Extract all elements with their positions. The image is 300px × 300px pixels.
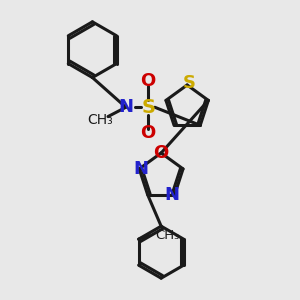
Text: CH₃: CH₃ xyxy=(87,113,113,127)
Text: O: O xyxy=(154,144,169,162)
Text: O: O xyxy=(140,72,156,90)
Text: S: S xyxy=(182,74,196,92)
Text: S: S xyxy=(141,98,155,117)
Text: N: N xyxy=(118,98,134,116)
Text: N: N xyxy=(134,160,148,178)
Text: N: N xyxy=(165,186,180,204)
Text: O: O xyxy=(140,124,156,142)
Text: CH₃: CH₃ xyxy=(155,229,180,242)
